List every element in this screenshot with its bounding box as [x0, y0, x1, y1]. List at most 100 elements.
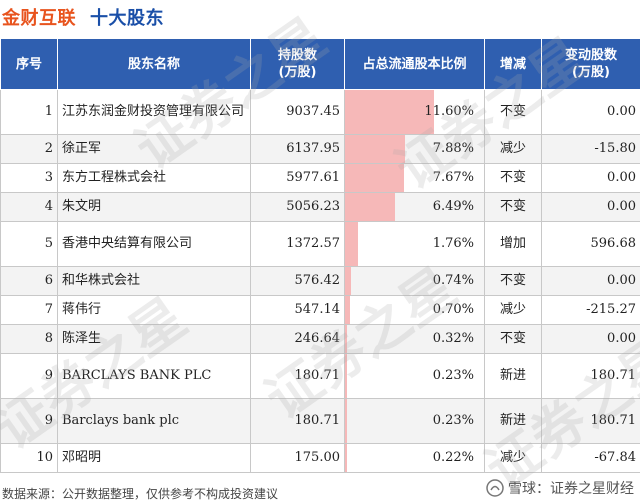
- share-change-amount: 0.00: [542, 164, 640, 193]
- title-bar: 金财互联 十大股东: [2, 2, 164, 32]
- ratio-cell: 7.67%: [345, 164, 485, 193]
- ratio-value: 0.74%: [349, 273, 480, 289]
- row-index: 2: [1, 135, 58, 164]
- change-status: 新进: [485, 354, 542, 399]
- col-shares-header: 持股数(万股): [251, 39, 345, 90]
- ratio-cell: 0.32%: [345, 325, 485, 354]
- shareholder-name: 江苏东润金财投资管理有限公司: [58, 90, 251, 135]
- ratio-cell: 0.23%: [345, 399, 485, 444]
- shares-held: 5056.23: [251, 193, 345, 222]
- shares-held: 180.71: [251, 399, 345, 444]
- shares-held: 547.14: [251, 296, 345, 325]
- shareholder-name: BARCLAYS BANK PLC: [58, 354, 251, 399]
- data-source-note: 数据来源：公开数据整理，仅供参考不构成投资建议: [2, 485, 278, 502]
- brand-label: 雪球：证券之星财经: [486, 478, 634, 498]
- col-index-header: 序号: [1, 39, 58, 90]
- ratio-value: 0.70%: [349, 302, 480, 318]
- shareholder-name: 朱文明: [58, 193, 251, 222]
- ratio-value: 7.67%: [349, 170, 480, 186]
- ratio-value: 0.22%: [349, 450, 480, 466]
- change-status: 不变: [485, 325, 542, 354]
- change-status: 不变: [485, 90, 542, 135]
- col-ratio-header: 占总流通股本比例: [345, 39, 485, 90]
- shareholder-name: 徐正军: [58, 135, 251, 164]
- ratio-cell: 7.88%: [345, 135, 485, 164]
- ratio-value: 0.23%: [349, 413, 480, 429]
- ratio-cell: 0.74%: [345, 267, 485, 296]
- shareholder-name: 香港中央结算有限公司: [58, 222, 251, 267]
- change-status: 新进: [485, 399, 542, 444]
- share-change-amount: -67.84: [542, 444, 640, 473]
- row-index: 4: [1, 193, 58, 222]
- shareholder-name: 陈泽生: [58, 325, 251, 354]
- change-status: 不变: [485, 267, 542, 296]
- shareholder-name: 和华株式会社: [58, 267, 251, 296]
- shareholder-name: 邓昭明: [58, 444, 251, 473]
- ratio-value: 1.76%: [349, 236, 480, 252]
- shares-held: 6137.95: [251, 135, 345, 164]
- snowball-icon: [486, 479, 504, 497]
- change-status: 不变: [485, 193, 542, 222]
- row-index: 9: [1, 354, 58, 399]
- ratio-value: 6.49%: [349, 199, 480, 215]
- shareholder-name: 蒋伟行: [58, 296, 251, 325]
- ratio-value: 0.23%: [349, 368, 480, 384]
- ratio-value: 11.60%: [349, 104, 480, 120]
- share-change-amount: 0.00: [542, 90, 640, 135]
- shares-held: 246.64: [251, 325, 345, 354]
- col-name-header: 股东名称: [58, 39, 251, 90]
- row-index: 8: [1, 325, 58, 354]
- share-change-amount: 180.71: [542, 399, 640, 444]
- row-index: 7: [1, 296, 58, 325]
- ratio-bar: [345, 399, 347, 443]
- change-status: 减少: [485, 296, 542, 325]
- row-index: 1: [1, 90, 58, 135]
- ratio-value: 7.88%: [349, 141, 480, 157]
- ratio-bar: [345, 325, 347, 353]
- table-header-row: 序号 股东名称 持股数(万股) 占总流通股本比例 增减 变动股数(万股): [1, 39, 640, 90]
- col-delta-header: 变动股数(万股): [542, 39, 640, 90]
- ratio-cell: 6.49%: [345, 193, 485, 222]
- change-status: 减少: [485, 135, 542, 164]
- shares-held: 175.00: [251, 444, 345, 473]
- ratio-cell: 11.60%: [345, 90, 485, 135]
- page-title: 金财互联: [2, 4, 76, 30]
- ratio-cell: 0.23%: [345, 354, 485, 399]
- ratio-bar: [345, 444, 347, 472]
- row-index: 9: [1, 399, 58, 444]
- share-change-amount: 180.71: [542, 354, 640, 399]
- share-change-amount: -15.80: [542, 135, 640, 164]
- shares-held: 9037.45: [251, 90, 345, 135]
- share-change-amount: 0.00: [542, 325, 640, 354]
- row-index: 5: [1, 222, 58, 267]
- change-status: 不变: [485, 164, 542, 193]
- shareholder-name: Barclays bank plc: [58, 399, 251, 444]
- ratio-cell: 1.76%: [345, 222, 485, 267]
- share-change-amount: 0.00: [542, 267, 640, 296]
- share-change-amount: 596.68: [542, 222, 640, 267]
- shares-held: 1372.57: [251, 222, 345, 267]
- change-status: 减少: [485, 444, 542, 473]
- row-index: 3: [1, 164, 58, 193]
- ratio-cell: 0.70%: [345, 296, 485, 325]
- shares-held: 576.42: [251, 267, 345, 296]
- ratio-value: 0.32%: [349, 331, 480, 347]
- col-change-header: 增减: [485, 39, 542, 90]
- change-status: 增加: [485, 222, 542, 267]
- brand-text: 雪球：证券之星财经: [508, 478, 634, 498]
- page-subtitle: 十大股东: [90, 4, 164, 30]
- shares-held: 180.71: [251, 354, 345, 399]
